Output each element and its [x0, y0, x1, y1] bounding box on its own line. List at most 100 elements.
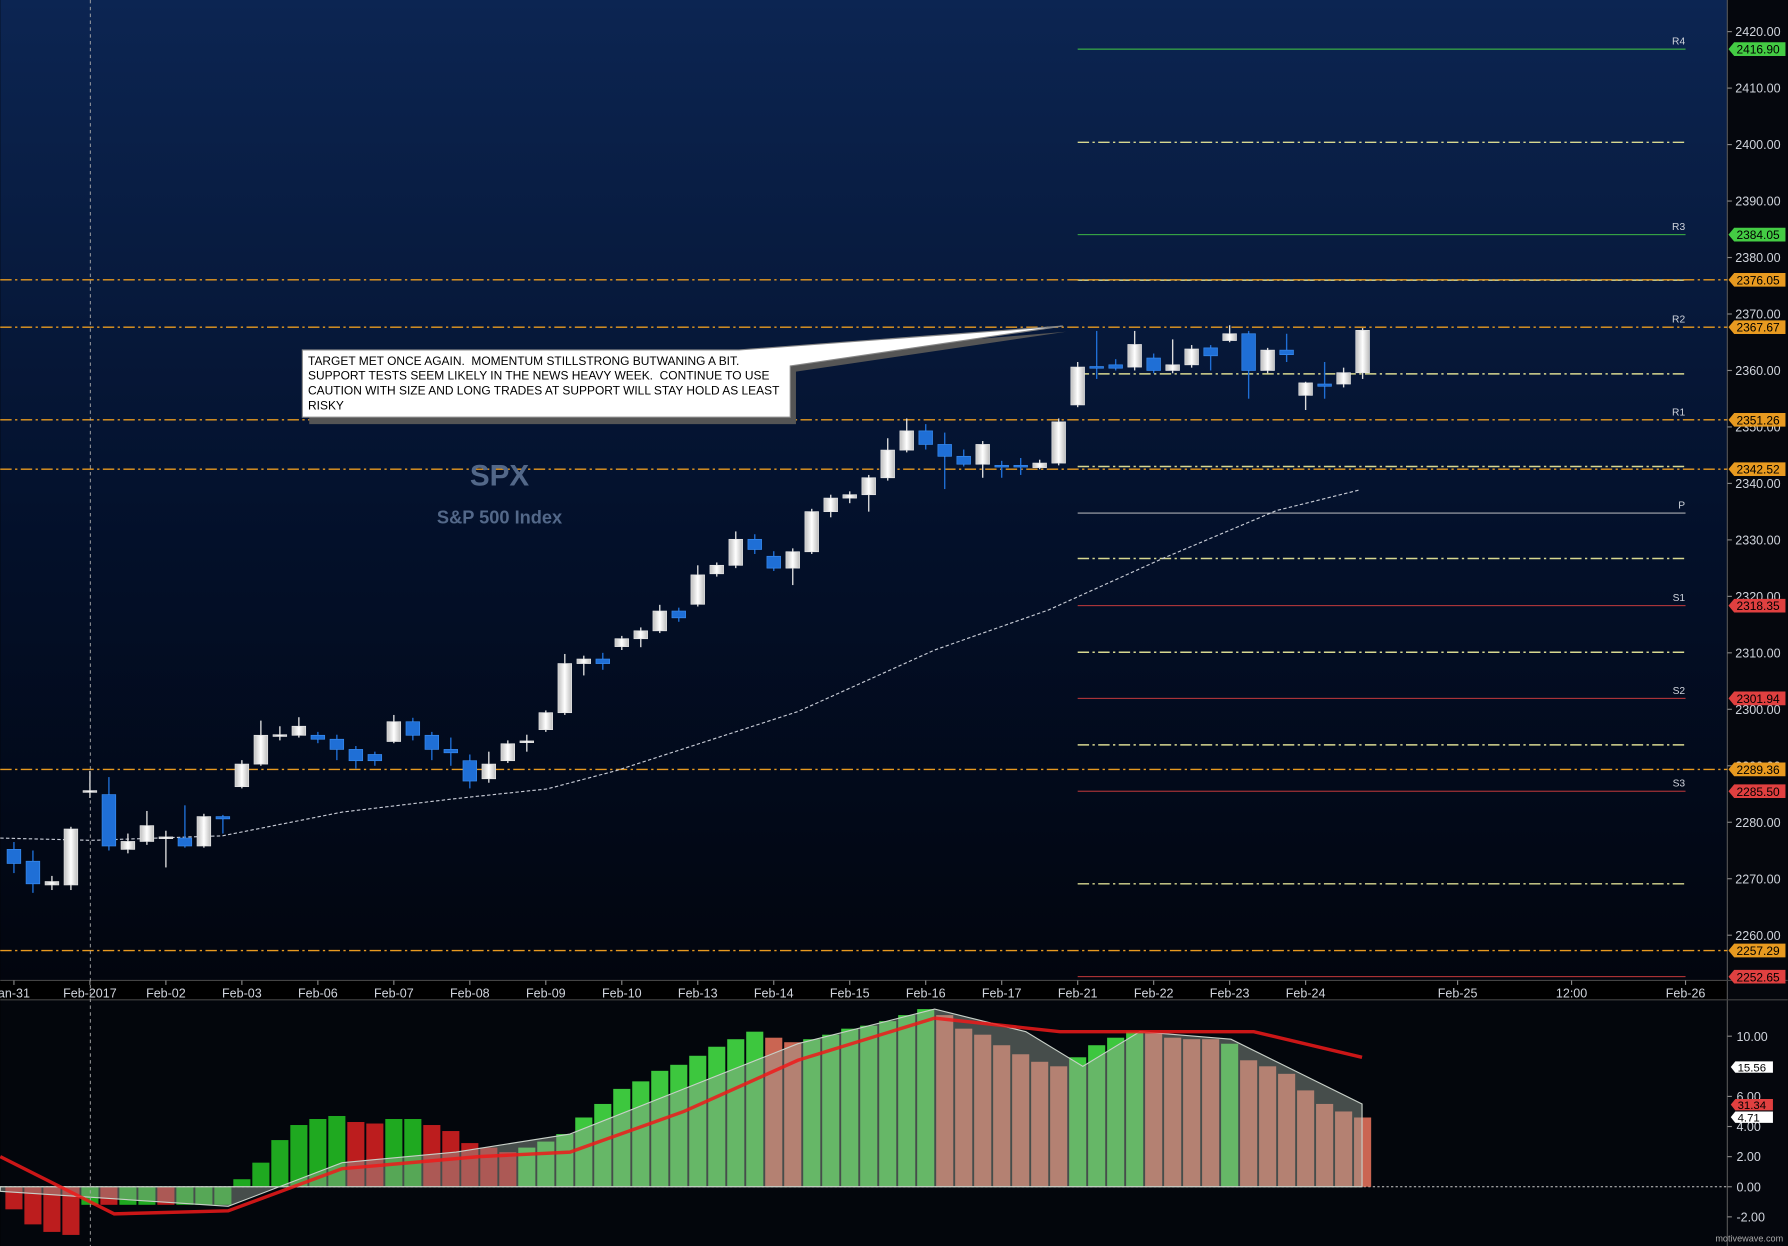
- x-tick-label: Feb-14: [754, 986, 794, 1000]
- candle-body: [215, 816, 231, 820]
- histogram-bar: [860, 1025, 878, 1187]
- candle-body: [291, 725, 307, 736]
- y-tick-label: 2300.00: [1735, 703, 1780, 717]
- price-tag: [1728, 691, 1786, 706]
- candle-body: [899, 430, 914, 451]
- candle-body: [310, 734, 326, 740]
- candle-body: [785, 551, 800, 569]
- candle-body: [1336, 372, 1351, 385]
- candle-body: [804, 511, 819, 553]
- x-tick-label: Feb-09: [526, 986, 566, 1000]
- price-tag: [1728, 412, 1786, 427]
- candle-body: [424, 734, 440, 750]
- histogram-bar: [1126, 1031, 1144, 1187]
- histogram-bar: [936, 1015, 954, 1187]
- candle-body: [367, 754, 383, 762]
- pivot-name: R2: [1672, 315, 1685, 326]
- histogram-bar: [974, 1034, 992, 1187]
- x-tick-label: Feb-10: [602, 986, 642, 1000]
- candle-body: [595, 658, 610, 664]
- watermark: motivewave.com: [1715, 1233, 1783, 1243]
- price-tag-label: 2342.52: [1736, 463, 1780, 477]
- x-tick-label: Feb-02: [146, 986, 186, 1000]
- price-tag-label: 2376.05: [1736, 273, 1780, 287]
- annotation-line: RISKY: [308, 398, 344, 412]
- histogram-bar: [594, 1103, 612, 1187]
- x-tick-label: Feb-08: [450, 986, 490, 1000]
- histogram-bar: [461, 1143, 479, 1187]
- candle-body: [1051, 421, 1066, 464]
- histogram-bar: [366, 1123, 384, 1187]
- price-tag: [1728, 320, 1786, 334]
- histogram-bar: [1335, 1111, 1353, 1187]
- callout-box: [301, 325, 1063, 418]
- histogram-bar: [1050, 1066, 1068, 1187]
- candle-body: [462, 760, 478, 782]
- price-tag-label: 2257.29: [1736, 944, 1780, 958]
- histogram-bar: [195, 1186, 213, 1205]
- price-tag: [1728, 598, 1786, 613]
- y-tick-label: 2370.00: [1735, 308, 1780, 322]
- x-tick-label: Feb-03: [222, 986, 262, 1000]
- candle-body: [918, 430, 933, 445]
- histogram-bar: [62, 1186, 80, 1235]
- x-tick-label: Feb-07: [374, 986, 414, 1000]
- x-tick-label: Feb-16: [906, 986, 946, 1000]
- histogram-bar: [784, 1042, 802, 1187]
- x-tick-label: Feb-24: [1286, 986, 1326, 1000]
- price-axis: [1727, 0, 1788, 1246]
- candle-body: [1279, 349, 1294, 355]
- candle-body: [234, 763, 250, 788]
- indicator-tag-label: 15.56: [1738, 1063, 1766, 1075]
- histogram-bar: [1316, 1103, 1334, 1187]
- candle-body: [1298, 382, 1313, 396]
- candle-body: [158, 836, 174, 839]
- symbol-title: SPX: [470, 460, 530, 493]
- candle-body: [481, 763, 497, 780]
- y-tick-label: 2310.00: [1735, 646, 1780, 660]
- candle-body: [1165, 364, 1180, 371]
- annotation-line: CAUTION WITH SIZE AND LONG TRADES AT SUP…: [308, 383, 780, 397]
- price-tag-label: 2252.65: [1736, 970, 1780, 984]
- pivot-name: R4: [1672, 37, 1685, 48]
- annotation-line: TARGET MET ONCE AGAIN. MOMENTUM STILLSTR…: [308, 354, 739, 368]
- histogram-bar: [613, 1088, 631, 1187]
- histogram-bar: [1107, 1037, 1125, 1187]
- pivot-name: S2: [1673, 686, 1686, 697]
- candle-body: [443, 749, 459, 754]
- histogram-bar: [214, 1186, 232, 1205]
- x-tick-label: Feb-2017: [63, 986, 117, 1000]
- moving-average: [0, 489, 1359, 841]
- histogram-bar: [955, 1028, 973, 1187]
- candle-body: [44, 881, 60, 886]
- y-tick-label: 2.00: [1736, 1150, 1760, 1164]
- histogram-bar: [347, 1122, 365, 1187]
- x-tick-label: Feb-06: [298, 986, 338, 1000]
- histogram-bar: [24, 1186, 42, 1225]
- candle-body: [177, 837, 193, 847]
- histogram-bar: [43, 1186, 61, 1232]
- histogram-bar: [252, 1162, 270, 1187]
- x-tick-label: 12:00: [1556, 986, 1587, 1000]
- annotation-callout: TARGET MET ONCE AGAIN. MOMENTUM STILLSTR…: [301, 325, 1067, 425]
- candle-body: [25, 860, 41, 885]
- candle-body: [196, 816, 212, 847]
- candle-body: [6, 849, 22, 864]
- histogram-bar: [385, 1118, 403, 1187]
- y-tick-label: 4.00: [1736, 1120, 1760, 1134]
- histogram-bar: [670, 1064, 688, 1187]
- histogram-bar: [746, 1031, 764, 1187]
- histogram-bar: [157, 1186, 175, 1205]
- candle-body: [956, 455, 971, 465]
- candle-body: [823, 497, 838, 512]
- candle-body: [709, 564, 724, 575]
- signal-line: [0, 1016, 1363, 1216]
- price-tag: [1728, 227, 1786, 242]
- x-tick-label: Feb-25: [1438, 986, 1478, 1000]
- indicator-tag: [1730, 1061, 1773, 1073]
- histogram-bar: [822, 1034, 840, 1187]
- candle-body: [538, 712, 553, 730]
- y-tick-label: 2270.00: [1735, 872, 1780, 886]
- histogram-bar: [290, 1125, 308, 1187]
